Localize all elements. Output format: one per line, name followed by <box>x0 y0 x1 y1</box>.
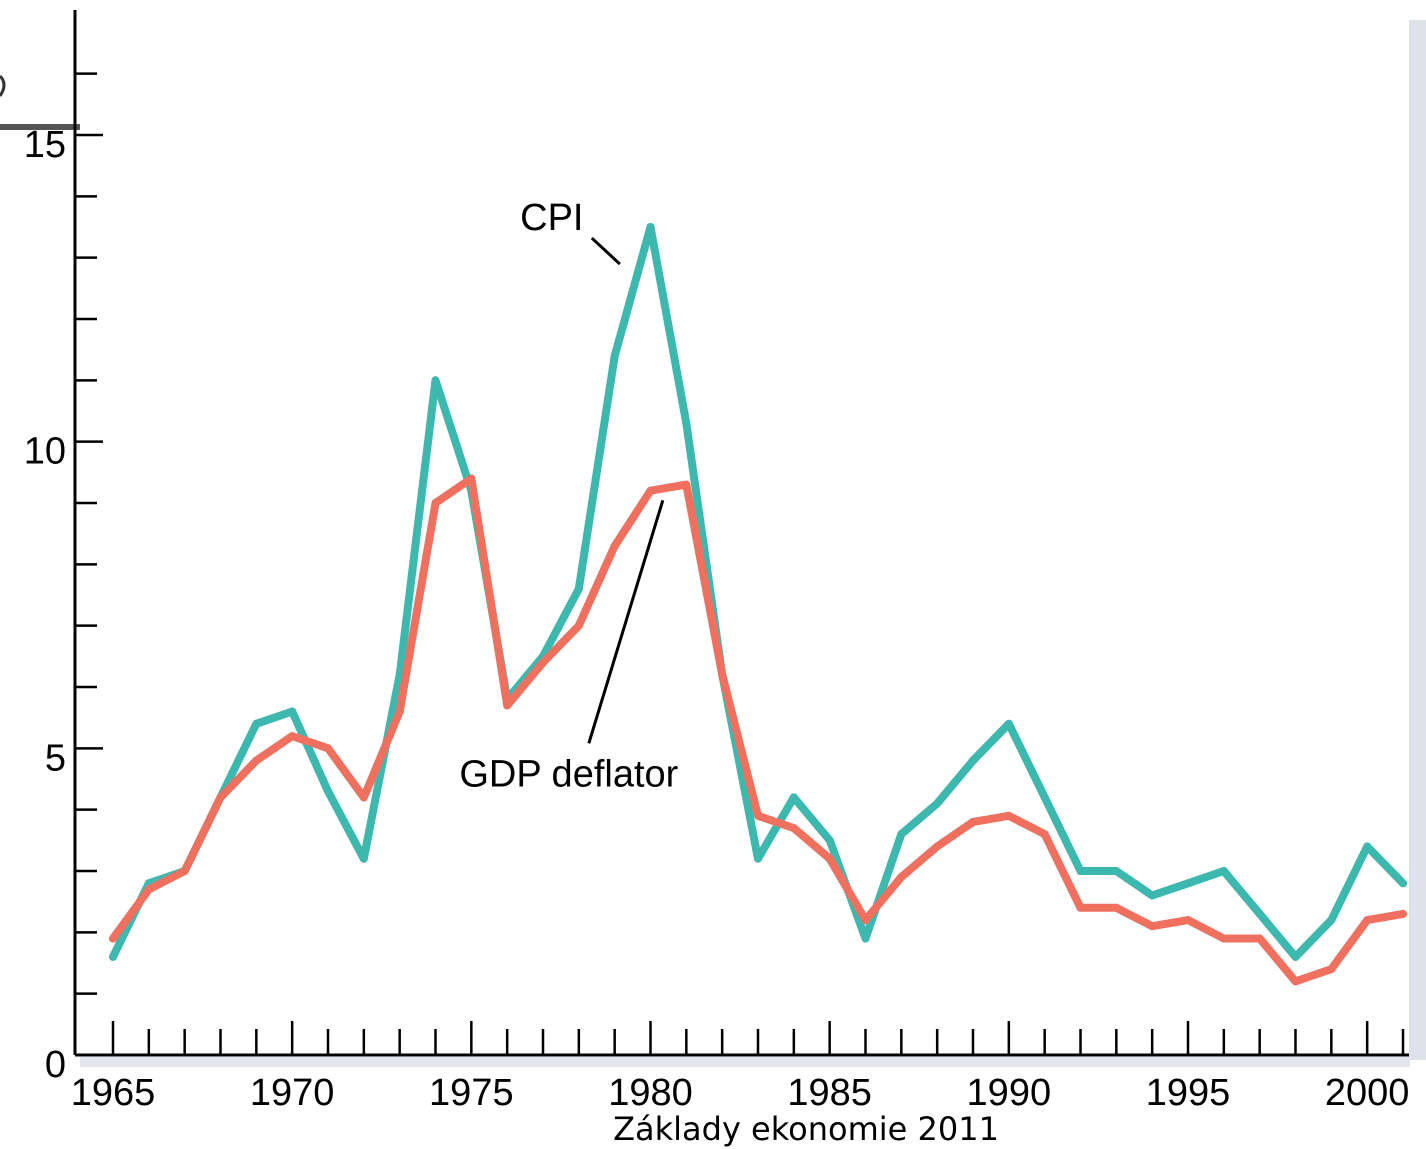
data-point-gdp-deflator <box>682 480 691 489</box>
data-point-cpi <box>754 854 762 863</box>
data-point-gdp-deflator <box>1040 830 1049 839</box>
series-line-gdp-deflator <box>109 474 1407 986</box>
footer-caption: Základy ekonomie 2011 <box>613 1110 999 1148</box>
x-tick-label: 1990 <box>967 1072 1052 1114</box>
y-tick-label: 10 <box>24 431 66 473</box>
data-point-gdp-deflator <box>574 621 583 630</box>
data-point-cpi <box>431 376 440 385</box>
data-point-cpi <box>109 952 117 961</box>
data-point-cpi <box>610 351 619 360</box>
right-edge-bar <box>1409 20 1426 1060</box>
top-left-rule <box>0 124 80 130</box>
data-point-cpi <box>861 934 870 943</box>
data-point-gdp-deflator <box>754 811 762 820</box>
data-point-cpi <box>288 707 297 716</box>
data-point-gdp-deflator <box>1184 916 1192 925</box>
data-point-cpi <box>574 584 583 593</box>
data-point-gdp-deflator <box>789 824 798 833</box>
slide-decoration <box>0 20 1426 1067</box>
data-point-gdp-deflator <box>539 658 547 667</box>
data-point-cpi <box>252 719 261 728</box>
y-tick-label: 0 <box>45 1044 66 1086</box>
data-point-gdp-deflator <box>1327 965 1336 974</box>
data-point-gdp-deflator <box>359 793 368 802</box>
data-point-cpi <box>1219 867 1228 875</box>
data-point-gdp-deflator <box>861 916 870 925</box>
data-point-gdp-deflator <box>1291 977 1300 986</box>
data-point-cpi <box>682 419 691 428</box>
data-point-gdp-deflator <box>1255 934 1264 943</box>
data-point-gdp-deflator <box>897 873 906 882</box>
cpi-annotation: CPI <box>520 197 583 239</box>
series-line-cpi <box>109 223 1407 961</box>
data-point-gdp-deflator <box>180 867 189 875</box>
data-point-gdp-deflator <box>1076 903 1085 912</box>
x-tick-label: 2000 <box>1325 1072 1410 1114</box>
x-tick-label: 1970 <box>250 1072 335 1114</box>
data-point-cpi <box>897 830 906 839</box>
gdp-deflator-annotation: GDP deflator <box>459 753 678 795</box>
data-point-gdp-deflator <box>1219 934 1228 943</box>
data-point-cpi <box>646 223 655 231</box>
data-point-gdp-deflator <box>718 670 727 679</box>
x-tick-label: 1965 <box>71 1072 156 1114</box>
data-point-cpi <box>1112 867 1121 875</box>
data-point-gdp-deflator <box>144 885 153 894</box>
data-point-cpi <box>969 756 977 765</box>
x-tick-label: 1985 <box>787 1072 872 1114</box>
data-point-cpi <box>1327 916 1336 925</box>
x-tick-label: 1980 <box>608 1072 693 1114</box>
data-point-cpi <box>1076 867 1085 875</box>
data-point-gdp-deflator <box>503 701 512 710</box>
annotation-layer: CPI GDP deflator <box>459 197 678 795</box>
data-point-cpi <box>1255 909 1264 918</box>
data-point-gdp-deflator <box>646 486 655 495</box>
data-point-gdp-deflator <box>216 793 225 802</box>
bottom-shadow-bar <box>80 1057 1410 1067</box>
axes: 0 5 10 15 1965 1970 1975 1980 1985 1990 1995 2000 <box>24 10 1410 1114</box>
data-point-gdp-deflator <box>610 541 619 550</box>
x-tick-label: 1975 <box>429 1072 514 1114</box>
data-point-gdp-deflator <box>969 817 977 826</box>
cpi-leader-line <box>590 236 621 266</box>
data-point-cpi <box>1399 879 1407 888</box>
y-tick-label: 5 <box>45 737 66 779</box>
y-tick-label: 15 <box>24 124 66 166</box>
data-point-gdp-deflator <box>109 934 117 943</box>
x-tick-label: 1995 <box>1146 1072 1231 1114</box>
data-point-gdp-deflator <box>252 756 261 765</box>
data-point-cpi <box>1040 793 1049 802</box>
data-point-cpi <box>1363 842 1372 851</box>
data-point-gdp-deflator <box>431 499 440 507</box>
data-point-cpi <box>324 787 332 796</box>
data-point-gdp-deflator <box>1112 903 1121 912</box>
data-point-cpi <box>1004 719 1013 728</box>
top-left-fragment <box>0 74 6 97</box>
data-point-gdp-deflator <box>933 842 942 851</box>
data-point-gdp-deflator <box>1004 811 1013 820</box>
data-point-cpi <box>1291 952 1300 961</box>
data-point-cpi <box>359 854 368 863</box>
data-point-gdp-deflator <box>288 732 297 741</box>
data-point-gdp-deflator <box>1148 922 1157 931</box>
data-point-gdp-deflator <box>467 474 476 483</box>
data-point-cpi <box>1184 879 1192 888</box>
data-point-gdp-deflator <box>1363 916 1372 925</box>
data-point-cpi <box>1148 891 1157 900</box>
series-layer <box>109 223 1407 986</box>
data-point-gdp-deflator <box>324 744 332 753</box>
data-point-gdp-deflator <box>395 707 404 716</box>
data-point-gdp-deflator <box>825 854 834 863</box>
data-point-gdp-deflator <box>1399 909 1407 918</box>
gdp-deflator-leader-line <box>587 499 665 744</box>
data-point-cpi <box>933 799 942 808</box>
data-point-cpi <box>825 836 834 845</box>
data-point-cpi <box>789 793 798 802</box>
